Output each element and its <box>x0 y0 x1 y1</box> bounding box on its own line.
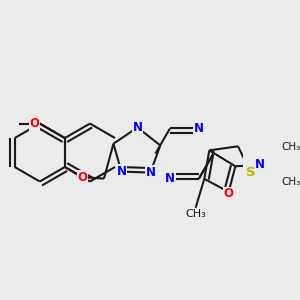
Text: N: N <box>194 122 204 135</box>
Text: CH₃: CH₃ <box>185 209 206 219</box>
Text: CH₃: CH₃ <box>282 142 300 152</box>
Text: N: N <box>116 165 126 178</box>
Text: N: N <box>165 172 175 185</box>
Text: O: O <box>77 171 87 184</box>
Text: N: N <box>146 166 155 179</box>
Text: O: O <box>30 117 40 130</box>
Text: CH₃: CH₃ <box>282 177 300 187</box>
Text: N: N <box>133 121 142 134</box>
Text: S: S <box>246 166 256 179</box>
Text: O: O <box>223 187 233 200</box>
Text: N: N <box>255 158 265 171</box>
